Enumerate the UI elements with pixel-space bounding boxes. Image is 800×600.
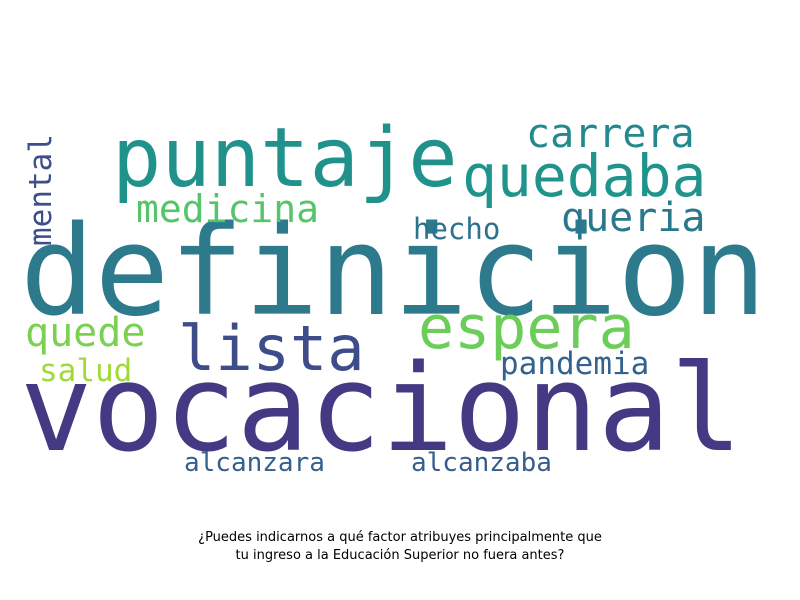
word-queria: queria (561, 195, 706, 241)
word-espera: espera (418, 293, 635, 363)
word-quedaba: quedaba (462, 142, 707, 210)
word-salud: salud (39, 353, 133, 389)
caption-line-1: ¿Puedes indicarnos a qué factor atribuye… (198, 530, 602, 545)
word-vocacional: vocacional (20, 340, 743, 479)
word-carrera: carrera (526, 111, 695, 157)
word-pandemia: pandemia (500, 346, 650, 382)
word-puntaje: puntaje (112, 111, 458, 206)
word-alcanzara: alcanzara (184, 448, 325, 478)
word-medicina: medicina (136, 187, 320, 231)
word-mental: mental (23, 134, 59, 246)
figure-caption: ¿Puedes indicarnos a qué factor atribuye… (0, 529, 800, 565)
caption-line-2: tu ingreso a la Educación Superior no fu… (235, 548, 565, 563)
word-hecho: hecho (413, 212, 501, 246)
word-lista: lista (178, 312, 365, 385)
word-quede: quede (25, 310, 146, 356)
word-alcanzaba: alcanzaba (411, 448, 552, 478)
word-definicion: definicion (20, 200, 767, 344)
